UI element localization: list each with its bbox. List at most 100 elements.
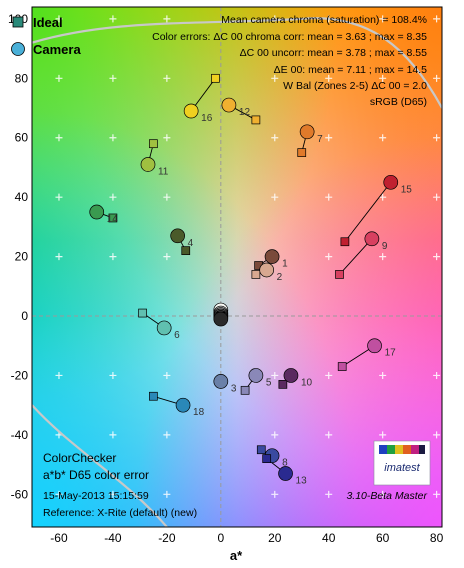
- y-tick-label: 40: [15, 190, 29, 204]
- ideal-marker-9: [335, 270, 344, 279]
- grid-plus: [325, 490, 333, 498]
- grid-plus: [379, 15, 387, 23]
- camera-marker-16: [183, 103, 199, 119]
- grid-plus: [433, 134, 441, 142]
- ideal-marker-15: [340, 237, 350, 247]
- stat-delta-e: ΔE 00: mean = 7.11 ; max = 14.5: [274, 64, 427, 76]
- gamut-curve-bottom: [32, 404, 168, 527]
- grid-plus: [109, 490, 117, 498]
- grid-plus: [163, 490, 171, 498]
- chart-date: 15-May-2013 15:15:59: [43, 490, 149, 502]
- camera-marker-11: [140, 157, 156, 172]
- patch-label-11: 11: [158, 166, 169, 177]
- patch-label-14: 14: [107, 214, 119, 225]
- grid-plus: [109, 371, 117, 379]
- grid-plus: [325, 134, 333, 142]
- chart-reference: Reference: X-Rite (default) (new): [43, 507, 197, 519]
- grid-plus: [109, 193, 117, 201]
- stat-chroma-uncorr: ΔC 00 uncorr: mean = 3.78 ; max = 8.55: [240, 47, 428, 59]
- imatest-logo: imatest: [373, 440, 431, 486]
- camera-marker-4: [170, 228, 186, 244]
- color-gamut-background: [32, 7, 442, 527]
- grid-plus: [271, 74, 279, 82]
- grid-plus: [271, 371, 279, 379]
- stat-color-space: sRGB (D65): [370, 96, 427, 108]
- grid-plus: [325, 371, 333, 379]
- grid-plus: [163, 371, 171, 379]
- y-tick-label: -60: [11, 487, 29, 501]
- patch-label-13: 13: [296, 476, 308, 487]
- error-line-9: [339, 238, 373, 275]
- gamut-curve-top: [32, 17, 442, 109]
- grid-plus: [163, 134, 171, 142]
- ideal-marker-5: [240, 385, 250, 395]
- camera-marker-14: [89, 204, 105, 220]
- grid-plus: [379, 371, 387, 379]
- grid-plus: [379, 253, 387, 261]
- x-tick-label: 60: [376, 531, 390, 545]
- ideal-marker-14: [108, 213, 118, 223]
- grid-plus: [163, 74, 171, 82]
- grid-plus: [163, 15, 171, 23]
- gamut-boundary: [32, 17, 442, 527]
- grid-plus: [55, 134, 63, 142]
- version-label: 3.10-Beta Master: [346, 490, 427, 502]
- y-tick-label: 60: [15, 131, 29, 145]
- x-tick-label: -60: [50, 531, 68, 545]
- x-tick-label: 80: [430, 531, 444, 545]
- legend-camera-label: Camera: [33, 42, 81, 57]
- plot-frame: [31, 6, 443, 528]
- grid-plus: [379, 431, 387, 439]
- grid-plus: [325, 431, 333, 439]
- grid-plus: [379, 490, 387, 498]
- grid-plus: [163, 193, 171, 201]
- camera-marker-12: [221, 97, 237, 113]
- chart-notes: ColorChecker a*b* D65 color error 15-May…: [43, 451, 427, 519]
- grid-plus: [109, 431, 117, 439]
- ideal-marker-13: [262, 454, 272, 464]
- camera-marker-17: [367, 338, 382, 354]
- patch-label-9: 9: [382, 241, 388, 252]
- error-line-15: [344, 182, 392, 243]
- stats-block: Mean camera chroma (saturation) = 108.4%…: [152, 14, 427, 108]
- patch-label-2: 2: [277, 272, 283, 283]
- grid-plus: [379, 134, 387, 142]
- chart-title: ColorChecker: [43, 451, 116, 465]
- camera-marker-10: [283, 368, 299, 383]
- ideal-marker-8: [256, 445, 266, 455]
- grid-plus: [271, 134, 279, 142]
- patch-label-7: 7: [317, 134, 323, 145]
- grid-plus: [433, 15, 441, 23]
- patch-label-1: 1: [282, 259, 288, 270]
- grid-plus: [271, 490, 279, 498]
- ideal-marker-11: [149, 139, 158, 149]
- grid-plus: [55, 253, 63, 261]
- camera-marker-7: [299, 124, 315, 140]
- ideal-marker-7: [297, 148, 307, 157]
- patch-label-3: 3: [231, 383, 237, 394]
- grid-plus: [379, 74, 387, 82]
- grid-plus: [433, 490, 441, 498]
- x-tick-label: 20: [268, 531, 282, 545]
- grid-plus: [109, 134, 117, 142]
- patch-label-8: 8: [282, 458, 288, 469]
- ideal-marker-17: [337, 362, 347, 371]
- x-tick-label: -20: [158, 531, 176, 545]
- ideal-marker-12: [251, 115, 261, 125]
- x-axis-label: a*: [230, 548, 243, 563]
- grid-plus: [163, 253, 171, 261]
- x-tick-label: 40: [322, 531, 336, 545]
- grid-plus: [163, 431, 171, 439]
- patch-label-4: 4: [188, 238, 194, 249]
- camera-marker-3: [213, 374, 229, 389]
- camera-marker-6: [156, 320, 172, 336]
- ideal-marker-10: [278, 380, 288, 389]
- x-tick-label: -40: [104, 531, 122, 545]
- grid-plus: [325, 74, 333, 82]
- ideal-marker-18: [149, 391, 158, 401]
- legend-ideal-marker: [12, 16, 24, 28]
- patch-markers: [89, 73, 399, 481]
- patch-label-15: 15: [401, 184, 413, 195]
- grid-plus: [433, 371, 441, 379]
